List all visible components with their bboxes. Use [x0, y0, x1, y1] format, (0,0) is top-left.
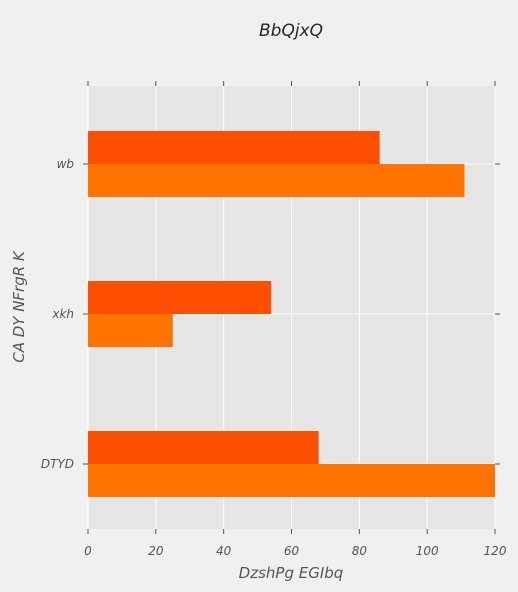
x-tick-label: 40	[216, 544, 232, 558]
chart-title: BbQjxQ	[259, 21, 323, 41]
bar-series-2-xkh	[88, 314, 173, 347]
x-axis-label: DzshPg EGIbq	[239, 564, 344, 582]
y-tick-label: xkh	[51, 307, 74, 321]
x-tick-label: 100	[416, 544, 439, 558]
x-tick-label: 20	[148, 544, 164, 558]
bar-series-2-wb	[88, 164, 465, 197]
y-tick-label: wb	[57, 157, 75, 171]
x-tick-label: 120	[484, 544, 507, 558]
bar-series-1-xkh	[88, 281, 272, 314]
bar-series-1-wb	[88, 131, 380, 164]
y-tick-label: DTYD	[41, 457, 74, 471]
bar-series-2-DTYD	[88, 464, 495, 497]
x-tick-label: 60	[284, 544, 300, 558]
bar-series-1-DTYD	[88, 431, 319, 464]
y-axis-label: CA DY NFrgR K	[10, 250, 28, 363]
bars	[88, 131, 495, 497]
x-tick-label: 80	[352, 544, 368, 558]
x-tick-label: 0	[84, 544, 92, 558]
axis-ticks: 0 20 40 60 80 100 120 wb xkh DTYD	[41, 81, 507, 558]
